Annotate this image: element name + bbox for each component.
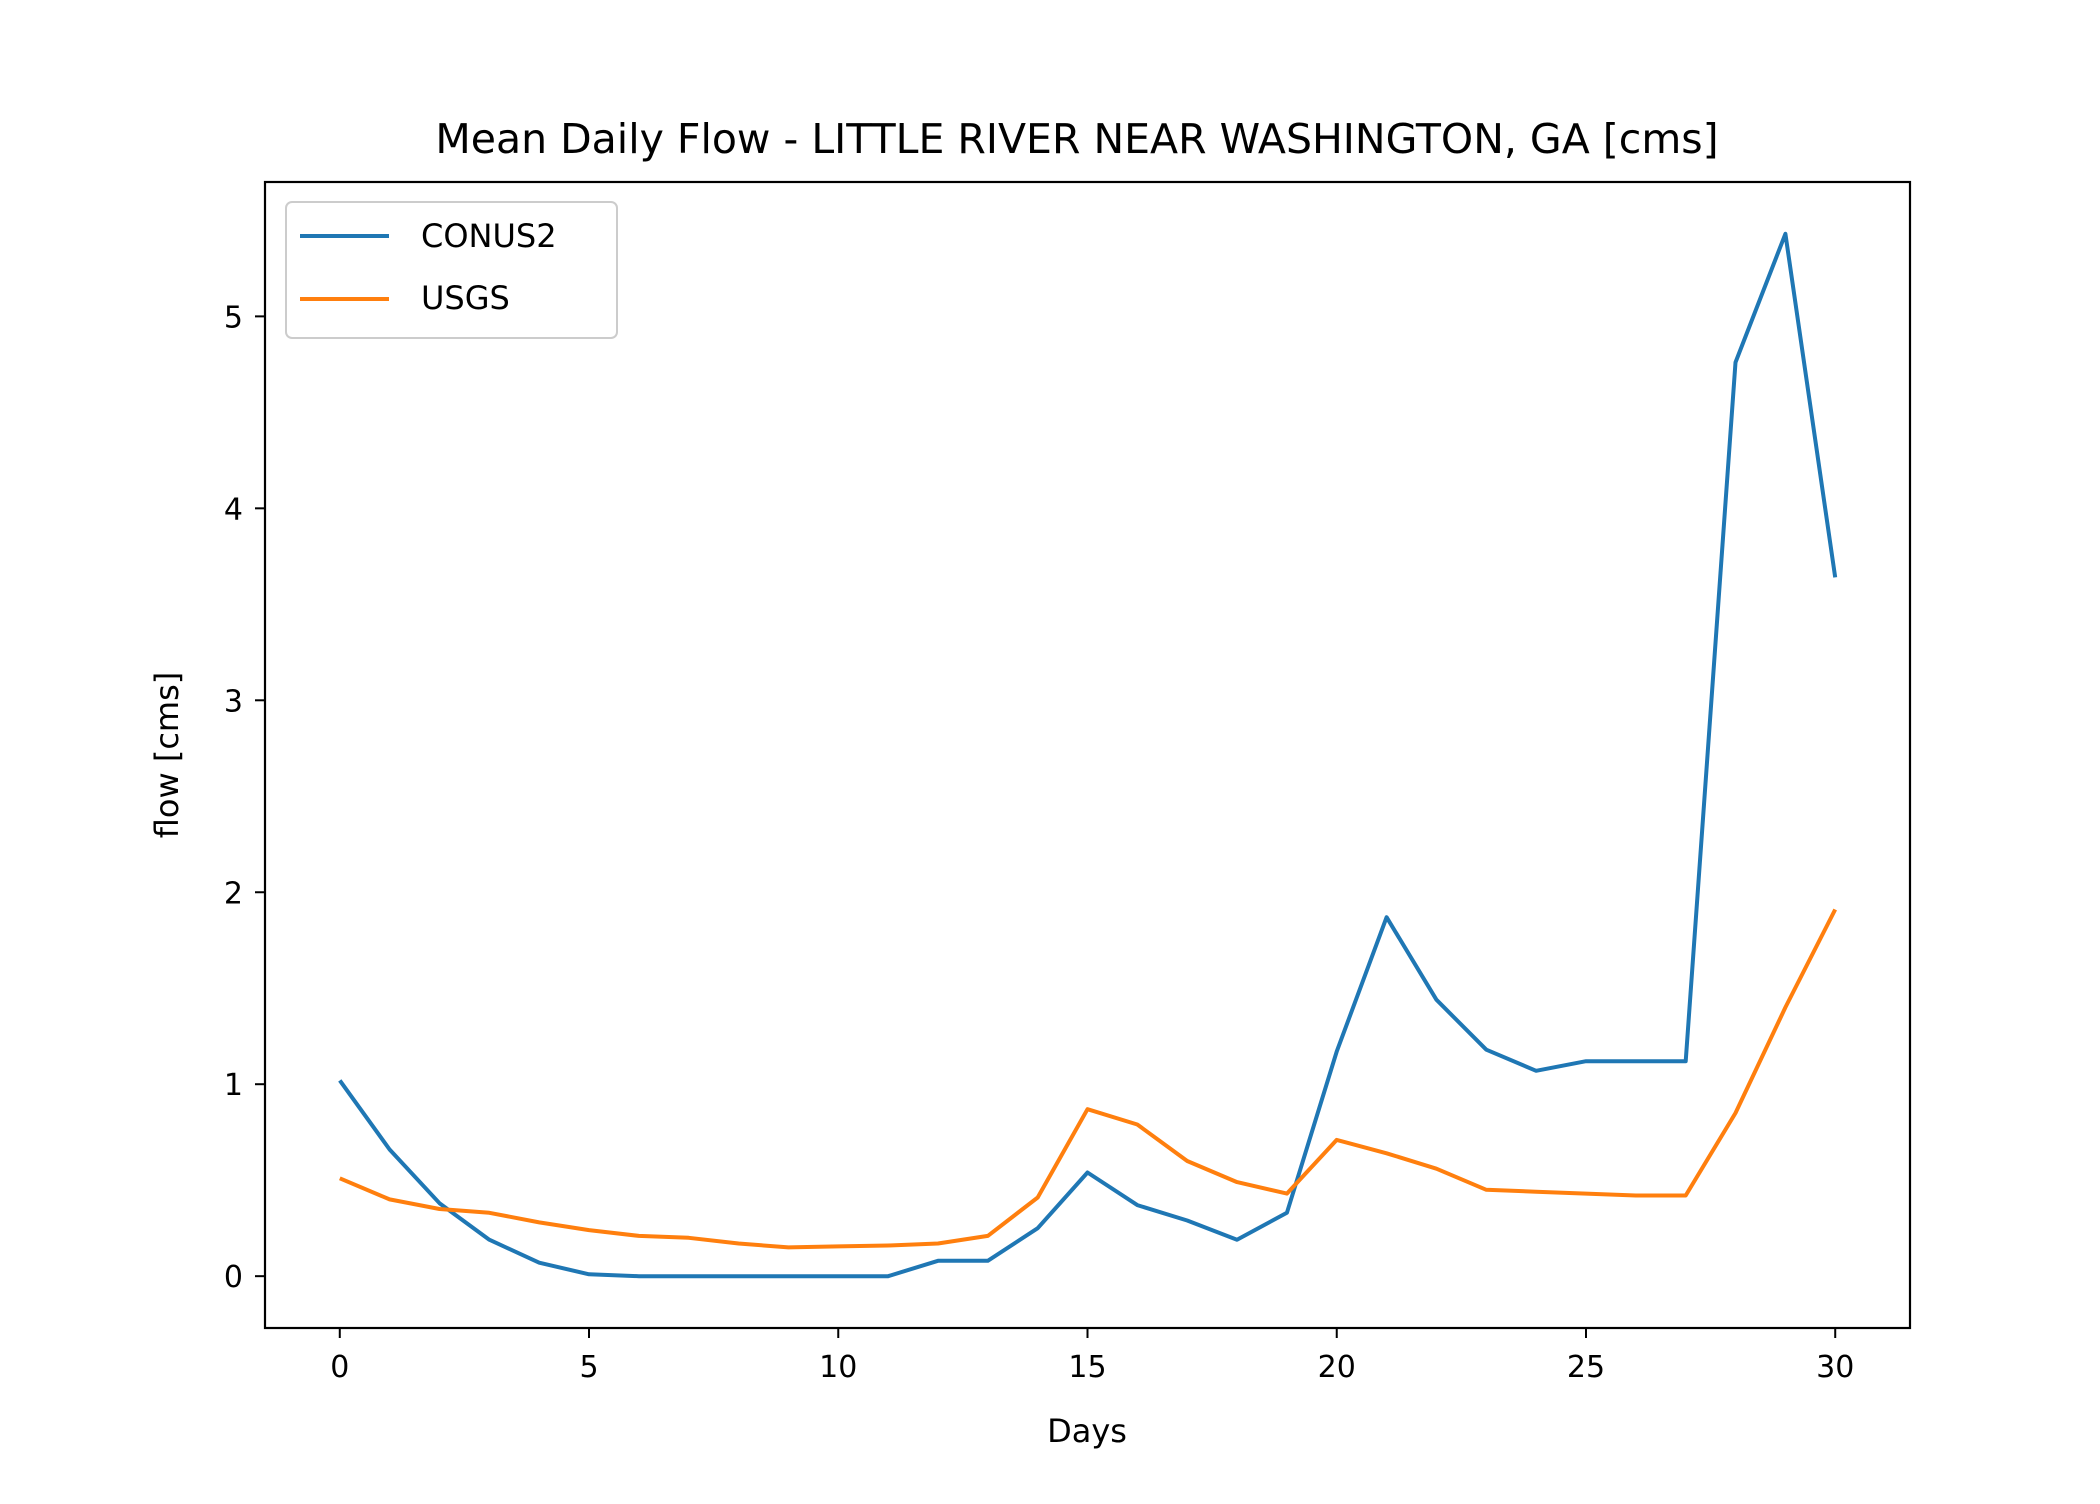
series-line-usgs (339, 908, 1837, 1250)
plot-frame (263, 180, 1912, 1330)
x-tick-label-30: 30 (1816, 1350, 1854, 1385)
y-tick-label-4: 4 (224, 492, 243, 527)
ticks-layer: 0 5 10 15 20 25 30 0 1 2 3 4 5 (224, 300, 1854, 1385)
y-tick-label-3: 3 (224, 684, 243, 719)
plot-area (265, 182, 1910, 1328)
series-line-conus2 (338, 231, 1838, 1279)
y-tick-label-2: 2 (224, 876, 243, 911)
x-tick-label-10: 10 (819, 1350, 857, 1385)
x-tick-label-20: 20 (1318, 1350, 1356, 1385)
legend-label-usgs: USGS (421, 279, 510, 317)
legend-label-conus2: CONUS2 (421, 217, 557, 255)
x-tick-label-0: 0 (330, 1350, 349, 1385)
y-tick-label-5: 5 (224, 300, 243, 335)
chart-title: Mean Daily Flow - LITTLE RIVER NEAR WASH… (435, 115, 1718, 163)
y-tick-label-0: 0 (224, 1260, 243, 1295)
x-tick-label-25: 25 (1567, 1350, 1605, 1385)
x-tick-label-5: 5 (579, 1350, 598, 1385)
x-axis-label: Days (1047, 1412, 1127, 1450)
series-layer (338, 231, 1838, 1279)
y-axis-label: flow [cms] (148, 672, 186, 838)
legend: CONUS2 USGS (285, 201, 618, 339)
y-tick-label-1: 1 (224, 1068, 243, 1103)
x-tick-label-15: 15 (1068, 1350, 1106, 1385)
